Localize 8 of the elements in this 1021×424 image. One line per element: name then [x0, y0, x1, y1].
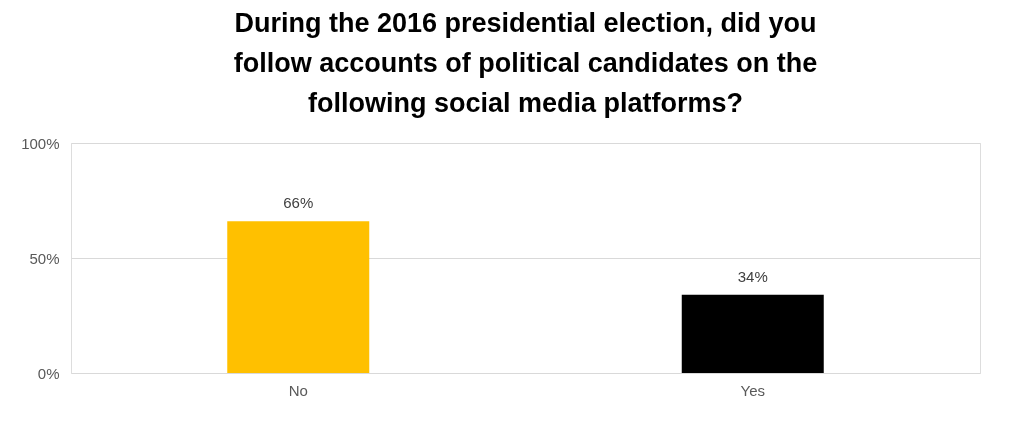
- data-label: 34%: [737, 267, 768, 285]
- x-tick-label: No: [288, 381, 308, 399]
- y-tick-label: 100%: [21, 134, 60, 152]
- y-tick-label: 50%: [29, 249, 60, 267]
- x-tick-label: Yes: [740, 381, 765, 399]
- chart-title: During the 2016 presidential election, did you follow accounts of political candidates on the following social media platforms?: [233, 8, 818, 118]
- data-label: 66%: [283, 194, 314, 212]
- y-tick-label: 0%: [37, 364, 60, 382]
